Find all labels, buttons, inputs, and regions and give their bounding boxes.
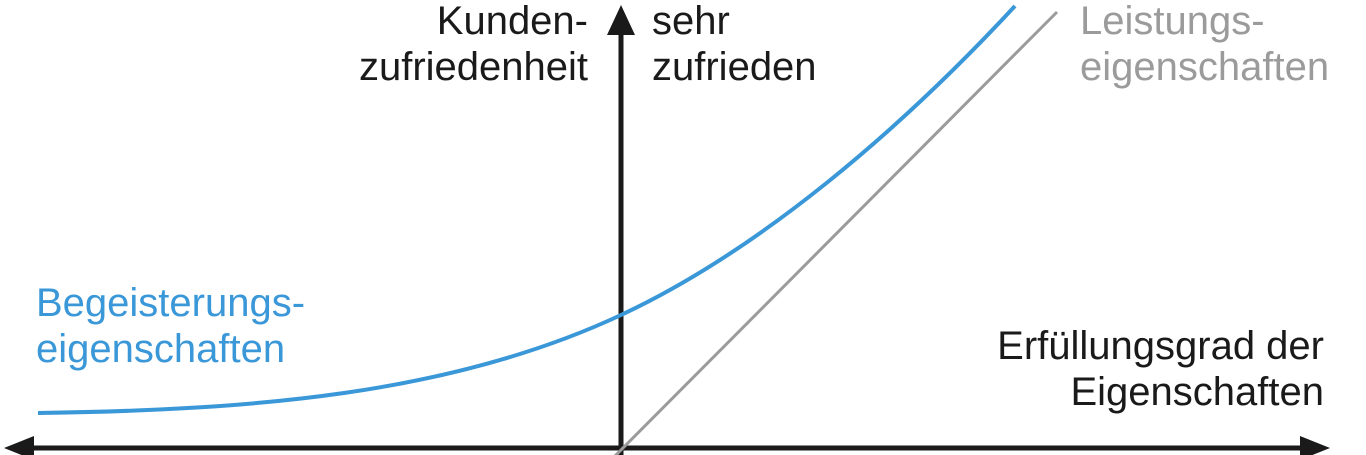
y-axis-label: Kunden- zufriedenheit — [359, 0, 588, 90]
begeisterungs-label-line1: Begeisterungs- — [36, 281, 306, 325]
y-axis-top-label-line1: sehr — [652, 0, 730, 43]
x-axis-right-arrow-icon — [1300, 436, 1330, 455]
x-axis-label-line1: Erfüllungsgrad der — [997, 324, 1324, 368]
leistungs-label: Leistungs- eigenschaften — [1080, 0, 1329, 90]
y-axis-arrow-icon — [607, 5, 635, 35]
begeisterungs-label-line2: eigenschaften — [36, 327, 286, 371]
begeisterungs-label: Begeisterungs- eigenschaften — [36, 280, 305, 372]
y-axis-top-label-line2: zufrieden — [652, 45, 817, 89]
y-axis-label-line2: zufriedenheit — [358, 45, 588, 89]
leistungs-label-line2: eigenschaften — [1080, 45, 1330, 89]
x-axis-label: Erfüllungsgrad der Eigenschaften — [997, 323, 1324, 415]
x-axis-label-line2: Eigenschaften — [1070, 370, 1324, 414]
leistungs-label-line1: Leistungs- — [1080, 0, 1265, 43]
x-axis-left-arrow-icon — [4, 436, 34, 455]
y-axis-label-line1: Kunden- — [436, 0, 588, 43]
begeisterungs-curve — [37, 4, 1017, 415]
y-axis-top-label: sehr zufrieden — [652, 0, 817, 90]
leistungs-curve — [613, 10, 1059, 455]
